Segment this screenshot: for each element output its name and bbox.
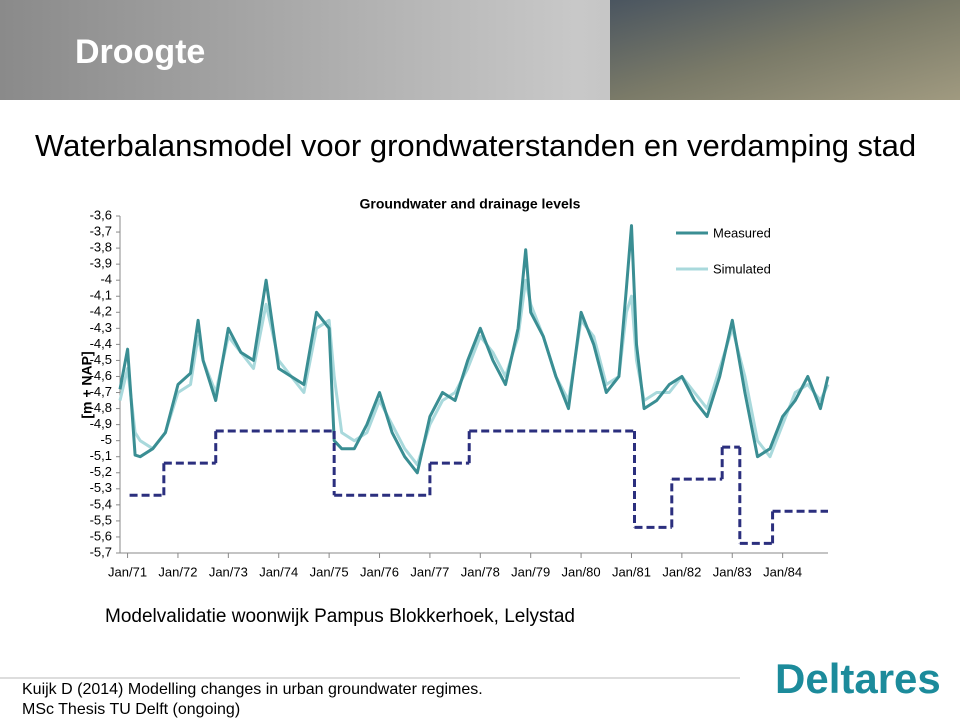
y-tick-label: -4,5: [90, 352, 112, 367]
y-tick-label: -4,2: [90, 304, 112, 319]
y-tick-label: -5,1: [90, 448, 112, 463]
footer-line: MSc Thesis TU Delft (ongoing): [22, 701, 240, 718]
y-tick-label: -3,7: [90, 223, 112, 238]
x-tick-label: Jan/74: [259, 564, 298, 579]
logo: Deltares: [775, 655, 941, 702]
x-tick-label: Jan/77: [410, 564, 449, 579]
y-tick-label: -5,2: [90, 464, 112, 479]
caption: Modelvalidatie woonwijk Pampus Blokkerho…: [105, 606, 575, 627]
y-tick-label: -5,5: [90, 512, 112, 527]
x-tick-label: Jan/79: [511, 564, 550, 579]
slide-title: Droogte: [75, 33, 205, 71]
x-tick-label: Jan/72: [158, 564, 197, 579]
y-tick-label: -4,1: [90, 288, 112, 303]
x-tick-label: Jan/78: [461, 564, 500, 579]
y-tick-label: -4,8: [90, 400, 112, 415]
x-tick-label: Jan/83: [713, 564, 752, 579]
x-tick-label: Jan/82: [662, 564, 701, 579]
y-tick-label: -4,7: [90, 384, 112, 399]
series-line: [118, 224, 830, 475]
y-tick-label: -4,9: [90, 416, 112, 431]
y-tick-label: -5,3: [90, 480, 112, 495]
x-tick-label: Jan/76: [360, 564, 399, 579]
y-tick-label: -5,4: [90, 496, 112, 511]
chart-title: Groundwater and drainage levels: [360, 196, 581, 212]
y-axis-label: [m + NAP]: [79, 351, 95, 418]
x-tick-label: Jan/80: [562, 564, 601, 579]
header-image: [610, 0, 960, 100]
y-tick-label: -3,9: [90, 256, 112, 271]
x-tick-label: Jan/73: [209, 564, 248, 579]
y-tick-label: -3,6: [90, 207, 112, 222]
legend-label: Simulated: [713, 261, 771, 276]
y-tick-label: -5,7: [90, 544, 112, 559]
y-tick-label: -4,4: [90, 336, 112, 351]
x-tick-label: Jan/71: [108, 564, 147, 579]
y-tick-label: -4,6: [90, 368, 112, 383]
slide-subtitle: Waterbalansmodel voor grondwaterstanden …: [35, 128, 916, 163]
y-tick-label: -5,6: [90, 528, 112, 543]
y-tick-label: -3,8: [90, 240, 112, 255]
y-tick-label: -4,3: [90, 320, 112, 335]
legend-label: Measured: [713, 225, 771, 240]
plot: -3,6-3,7-3,8-3,9-4-4,1-4,2-4,3-4,4-4,5-4…: [90, 207, 830, 579]
x-tick-label: Jan/84: [763, 564, 802, 579]
footer-line: Kuijk D (2014) Modelling changes in urba…: [22, 681, 483, 698]
x-tick-label: Jan/81: [612, 564, 651, 579]
y-tick-label: -4: [100, 272, 112, 287]
y-tick-label: -5: [100, 432, 112, 447]
x-tick-label: Jan/75: [310, 564, 349, 579]
